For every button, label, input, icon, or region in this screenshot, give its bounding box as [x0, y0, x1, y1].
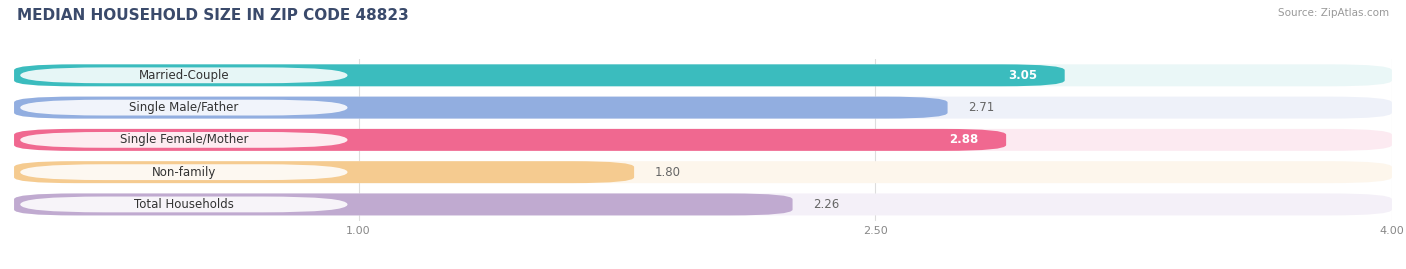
Text: MEDIAN HOUSEHOLD SIZE IN ZIP CODE 48823: MEDIAN HOUSEHOLD SIZE IN ZIP CODE 48823: [17, 8, 409, 23]
FancyBboxPatch shape: [14, 129, 1392, 151]
FancyBboxPatch shape: [14, 97, 948, 119]
Text: 2.71: 2.71: [969, 101, 994, 114]
FancyBboxPatch shape: [14, 64, 1064, 86]
FancyBboxPatch shape: [14, 161, 634, 183]
FancyBboxPatch shape: [14, 129, 1007, 151]
Text: Married-Couple: Married-Couple: [139, 69, 229, 82]
FancyBboxPatch shape: [14, 64, 1392, 86]
Text: Single Male/Father: Single Male/Father: [129, 101, 239, 114]
FancyBboxPatch shape: [14, 97, 1392, 119]
FancyBboxPatch shape: [20, 164, 347, 180]
FancyBboxPatch shape: [20, 132, 347, 148]
FancyBboxPatch shape: [14, 161, 1392, 183]
Text: 1.80: 1.80: [655, 166, 681, 179]
Text: Single Female/Mother: Single Female/Mother: [120, 133, 247, 146]
FancyBboxPatch shape: [20, 100, 347, 115]
FancyBboxPatch shape: [20, 68, 347, 83]
FancyBboxPatch shape: [14, 193, 793, 215]
Text: 2.88: 2.88: [949, 133, 979, 146]
Text: Source: ZipAtlas.com: Source: ZipAtlas.com: [1278, 8, 1389, 18]
Text: 2.26: 2.26: [813, 198, 839, 211]
FancyBboxPatch shape: [14, 193, 1392, 215]
Text: 3.05: 3.05: [1008, 69, 1038, 82]
Text: Non-family: Non-family: [152, 166, 217, 179]
Text: Total Households: Total Households: [134, 198, 233, 211]
FancyBboxPatch shape: [20, 197, 347, 212]
